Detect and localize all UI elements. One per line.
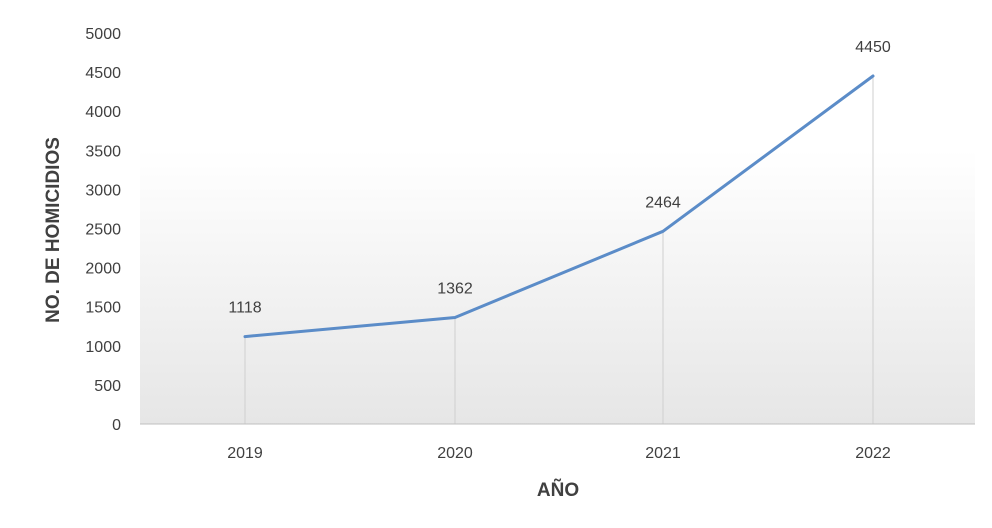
- y-tick-label: 0: [112, 417, 121, 434]
- x-tick-label: 2022: [855, 445, 891, 462]
- data-label: 1118: [228, 300, 261, 317]
- y-tick-label: 4500: [85, 65, 121, 82]
- x-tick-label: 2020: [437, 445, 473, 462]
- x-axis-ticks: 2019 2020 2021 2022: [227, 445, 891, 462]
- data-label: 4450: [855, 39, 891, 56]
- y-tick-label: 5000: [85, 26, 121, 43]
- data-label: 1362: [437, 280, 473, 297]
- plot-area-background: [140, 150, 975, 424]
- drop-lines: [244, 76, 874, 424]
- y-tick-label: 1500: [85, 300, 121, 317]
- y-tick-label: 1000: [85, 339, 121, 356]
- y-tick-label: 2500: [85, 222, 121, 239]
- x-tick-label: 2021: [645, 445, 681, 462]
- y-tick-label: 3500: [85, 143, 121, 160]
- series-line: [243, 74, 875, 339]
- y-axis-ticks: 0 500 1000 1500 2000 2500 3000 3500 4000 4500 5000: [85, 26, 121, 434]
- data-label: 2464: [645, 194, 681, 211]
- x-tick-label: 2019: [227, 445, 263, 462]
- y-tick-label: 4000: [85, 104, 121, 121]
- y-axis-title: NO. DE HOMICIDIOS: [43, 137, 64, 323]
- y-tick-label: 500: [94, 378, 121, 395]
- x-axis-title: AÑO: [537, 479, 579, 501]
- y-tick-label: 3000: [85, 182, 121, 199]
- data-labels: 1118 1362 2464 4450: [228, 39, 891, 317]
- y-tick-label: 2000: [85, 261, 121, 278]
